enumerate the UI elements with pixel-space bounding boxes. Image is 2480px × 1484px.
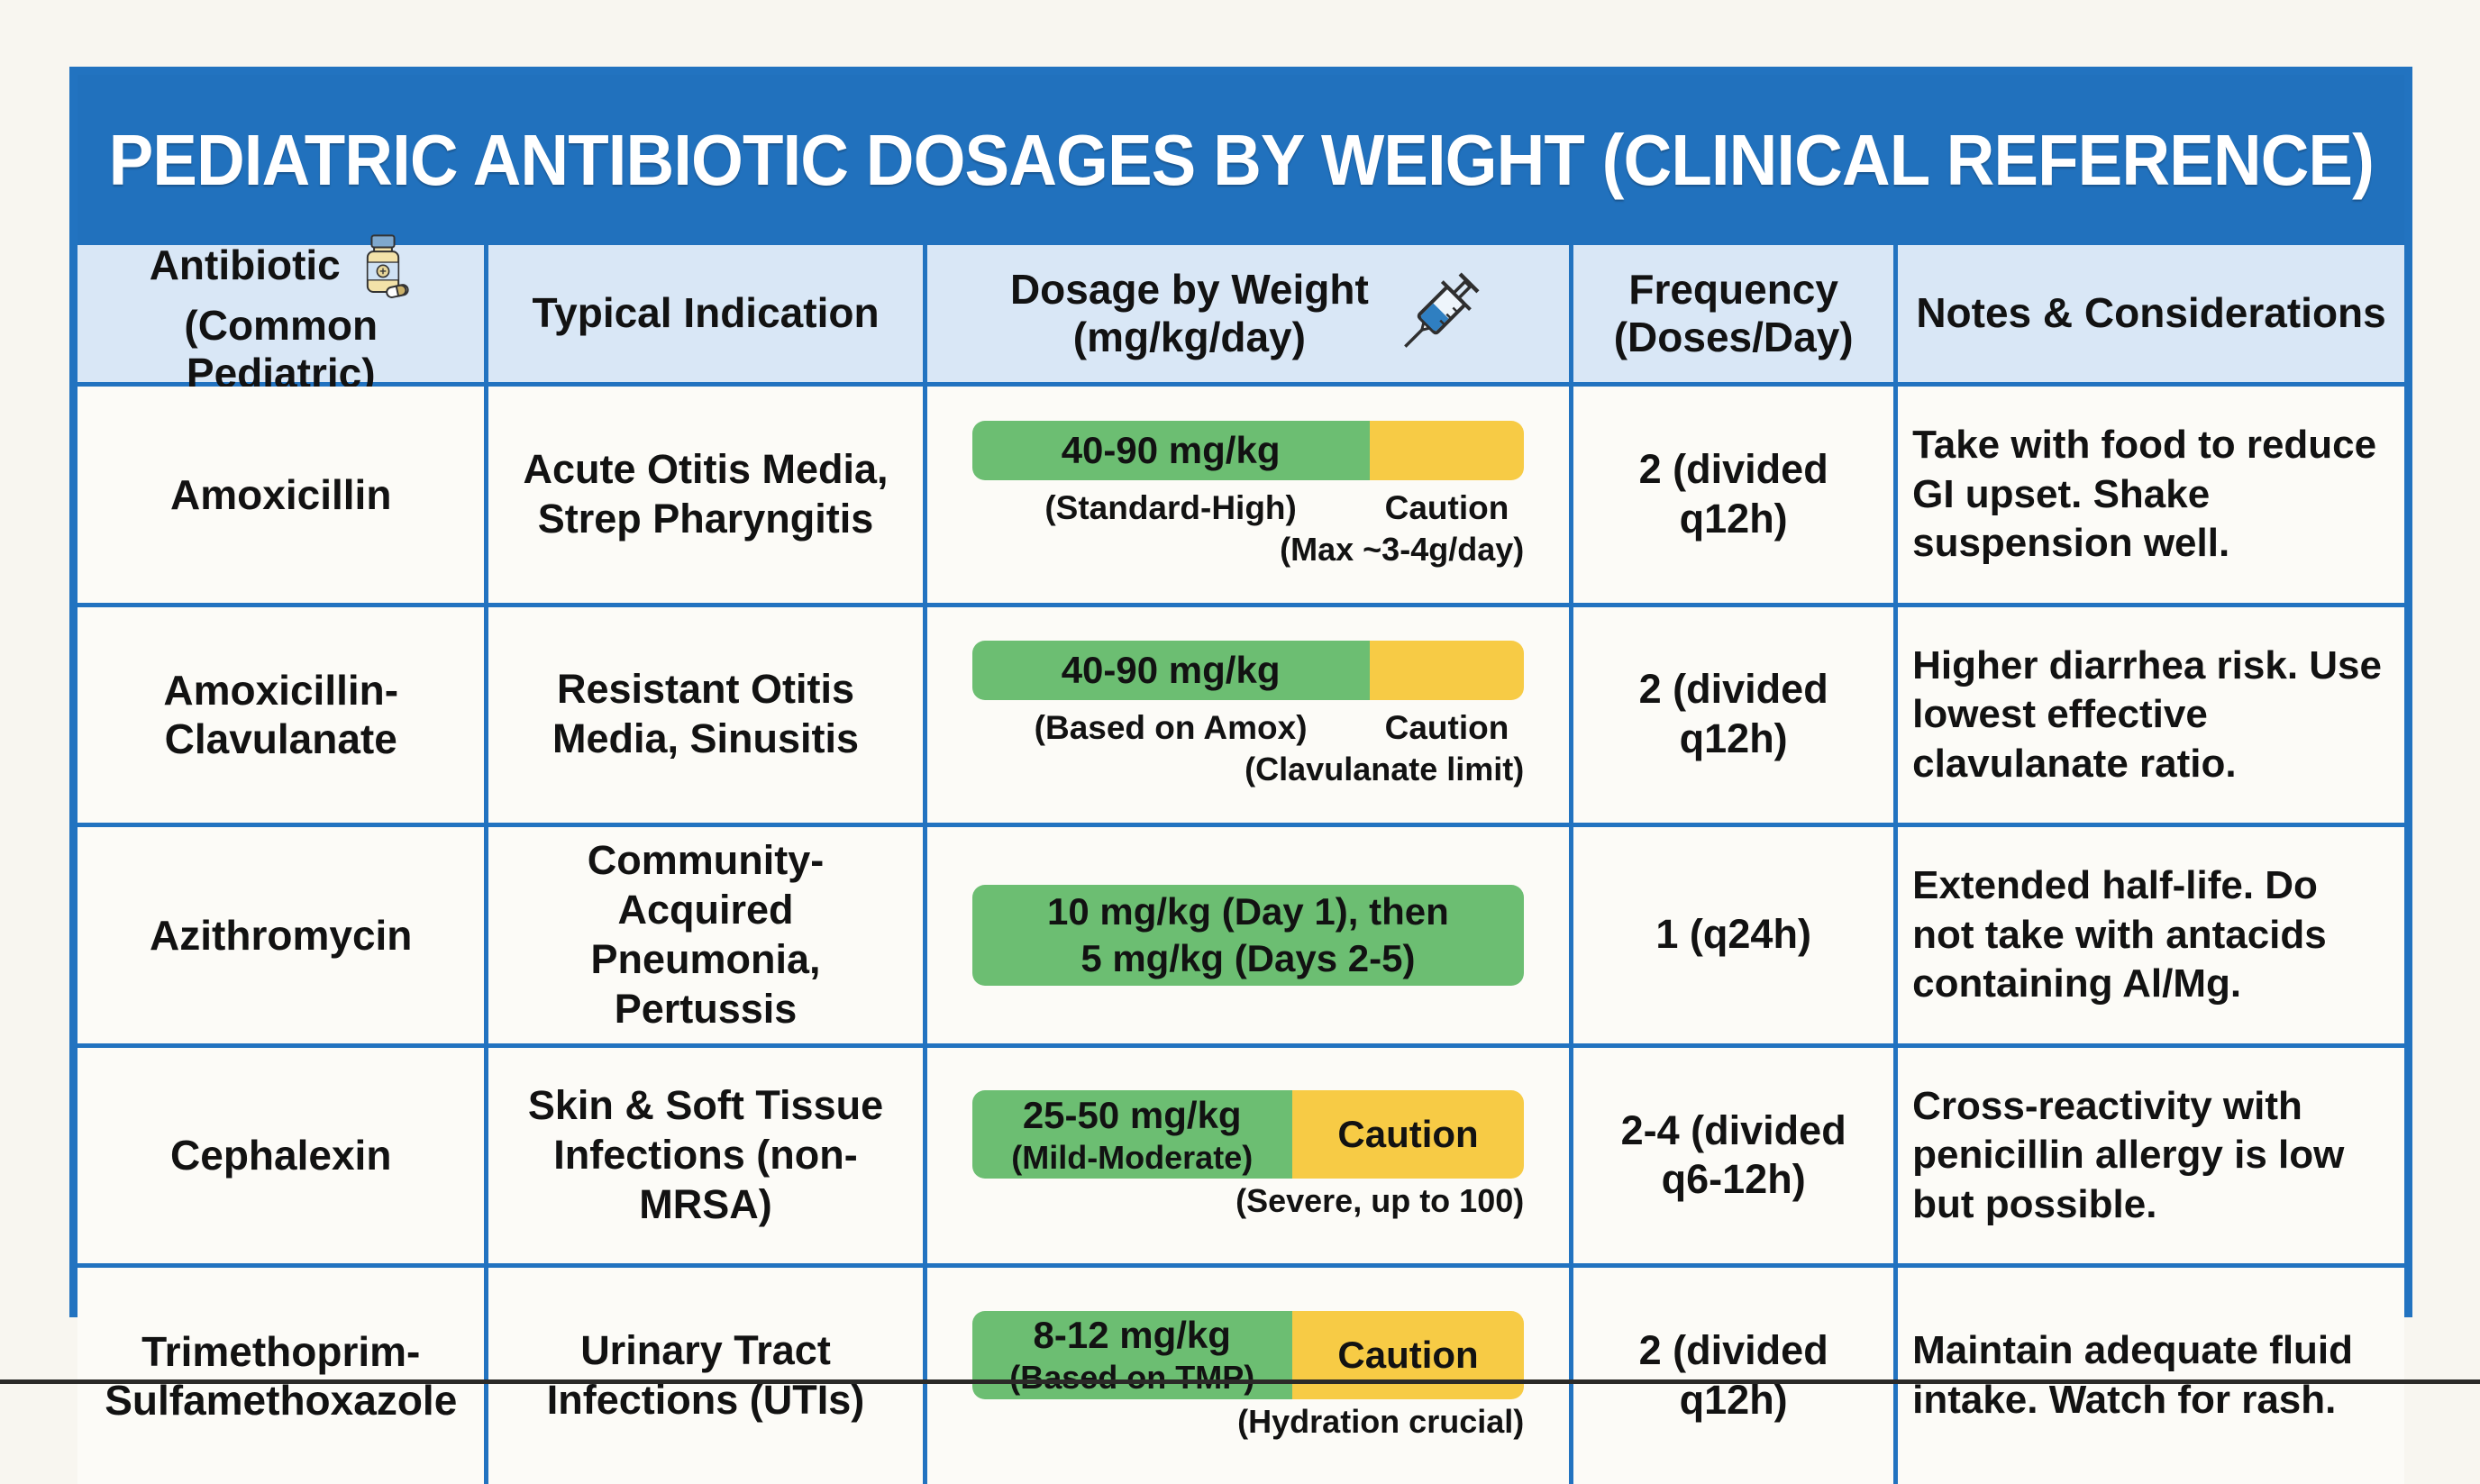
notes-text: Cross-reactivity with penicillin allergy… xyxy=(1912,1083,2345,1226)
antibiotic-name: Cephalexin xyxy=(170,1132,392,1179)
caution-label: Caution xyxy=(1384,488,1509,526)
notes-cell: Extended half-life. Do not take with ant… xyxy=(1898,827,2404,1043)
frequency-text: 2 (divided q12h) xyxy=(1638,666,1828,762)
column-header-label: Dosage by Weight xyxy=(1009,265,1369,313)
caution-label: Caution xyxy=(1384,709,1509,747)
caution-segment: Caution xyxy=(1291,1090,1525,1179)
caution-segment xyxy=(1369,641,1525,701)
antibiotic-name-cell: Trimethoprim-Sulfamethoxazole xyxy=(78,1268,485,1484)
dosage-cell: 40-90 mg/kg (Based on Amox) Caution (Cla… xyxy=(926,606,1570,824)
dosage-caption: (Based on Amox) xyxy=(1034,709,1308,747)
dosage-range: 40-90 mg/kg xyxy=(1061,428,1281,471)
notes-text: Take with food to reduce GI upset. Shake… xyxy=(1912,422,2377,566)
column-header-label: Frequency xyxy=(1628,265,1838,313)
frequency-text: 1 (q24h) xyxy=(1655,911,1811,958)
caution-detail: (Hydration crucial) xyxy=(1237,1403,1525,1441)
indication-cell: Resistant Otitis Media, Sinusitis xyxy=(488,606,923,824)
antibiotic-name: Trimethoprim-Sulfamethoxazole xyxy=(105,1327,458,1425)
indication-cell: Community-Acquired Pneumonia, Pertussis xyxy=(488,827,923,1043)
dosage-bar: 40-90 mg/kg xyxy=(971,420,1525,480)
syringe-icon xyxy=(1403,272,1480,348)
dosage-bar: 8-12 mg/kg (Based on TMP) Caution xyxy=(971,1311,1525,1400)
column-header-sublabel: (mg/kg/day) xyxy=(1072,314,1306,360)
indication-cell: Acute Otitis Media, Strep Pharyngitis xyxy=(488,387,923,603)
page-title: PEDIATRIC ANTIBIOTIC DOSAGES BY WEIGHT (… xyxy=(108,119,2374,200)
dosage-cell: 40-90 mg/kg (Standard-High) Caution (Max… xyxy=(926,387,1570,603)
column-header-sublabel: (Common Pediatric) xyxy=(184,301,378,396)
indication-text: Skin & Soft Tissue Infections (non-MRSA) xyxy=(527,1082,884,1227)
dosage-sublabel: (Based on TMP) xyxy=(1009,1359,1255,1397)
antibiotic-name-cell: Amoxicillin xyxy=(78,387,485,603)
indication-cell: Skin & Soft Tissue Infections (non-MRSA) xyxy=(488,1047,923,1264)
page: { "colors": { "banner_blue": "#2171bd", … xyxy=(0,67,2480,1484)
caution-segment xyxy=(1369,420,1525,480)
antibiotic-name: Amoxicillin xyxy=(170,470,392,518)
notes-cell: Higher diarrhea risk. Use lowest effecti… xyxy=(1898,606,2404,824)
title-banner: PEDIATRIC ANTIBIOTIC DOSAGES BY WEIGHT (… xyxy=(78,75,2404,245)
column-header-dosage: Dosage by Weight (mg/kg/day) xyxy=(926,245,1570,382)
frequency-cell: 2 (divided q12h) xyxy=(1573,606,1894,824)
antibiotic-name-cell: Cephalexin xyxy=(78,1047,485,1264)
caution-detail: (Severe, up to 100) xyxy=(1235,1182,1525,1220)
dosage-range: 8-12 mg/kg xyxy=(1033,1314,1231,1357)
notes-text: Maintain adequate fluid intake. Watch fo… xyxy=(1912,1328,2354,1423)
frequency-text: 2 (divided q12h) xyxy=(1638,445,1828,542)
notes-cell: Maintain adequate fluid intake. Watch fo… xyxy=(1898,1268,2404,1484)
indication-text: Urinary Tract Infections (UTIs) xyxy=(546,1327,865,1424)
column-header-antibiotic: Antibiotic (Common Pediatric) xyxy=(78,233,485,396)
dosage-bar: 10 mg/kg (Day 1), then 5 mg/kg (Days 2-5… xyxy=(971,884,1525,986)
antibiotic-name-cell: Azithromycin xyxy=(78,827,485,1043)
frequency-cell: 2 (divided q12h) xyxy=(1573,1268,1894,1484)
indication-text: Acute Otitis Media, Strep Pharyngitis xyxy=(523,445,889,542)
frequency-text: 2 (divided q12h) xyxy=(1638,1327,1828,1424)
column-header-frequency: Frequency (Doses/Day) xyxy=(1573,245,1894,382)
table-grid: Antibiotic (Common Pediatric) Typical xyxy=(78,233,2404,1484)
dosage-cell: 10 mg/kg (Day 1), then 5 mg/kg (Days 2-5… xyxy=(926,827,1570,1043)
column-header-label: Typical Indication xyxy=(532,289,880,337)
notes-text: Extended half-life. Do not take with ant… xyxy=(1912,863,2327,1006)
antibiotic-name-cell: Amoxicillin-Clavulanate xyxy=(78,606,485,824)
caution-label: Caution xyxy=(1337,1113,1479,1156)
bottom-edge-strip xyxy=(0,1379,2480,1384)
dosage-range: 25-50 mg/kg xyxy=(1022,1093,1242,1136)
reference-table: PEDIATRIC ANTIBIOTIC DOSAGES BY WEIGHT (… xyxy=(69,67,2412,1484)
antibiotic-name: Azithromycin xyxy=(150,911,413,959)
dosage-cell: 8-12 mg/kg (Based on TMP) Caution (Hydra… xyxy=(926,1268,1570,1484)
frequency-text: 2-4 (divided q6-12h) xyxy=(1620,1106,1846,1203)
caution-label: Caution xyxy=(1337,1334,1479,1377)
caution-detail: (Clavulanate limit) xyxy=(1245,751,1525,788)
frequency-cell: 1 (q24h) xyxy=(1573,827,1894,1043)
column-header-sublabel: (Doses/Day) xyxy=(1613,314,1854,360)
indication-cell: Urinary Tract Infections (UTIs) xyxy=(488,1268,923,1484)
caution-segment: Caution xyxy=(1291,1311,1525,1400)
dosage-bar: 25-50 mg/kg (Mild-Moderate) Caution xyxy=(971,1090,1525,1179)
column-header-indication: Typical Indication xyxy=(488,245,923,382)
medicine-bottle-icon xyxy=(366,233,409,298)
dosage-bar: 40-90 mg/kg xyxy=(971,641,1525,701)
notes-text: Higher diarrhea risk. Use lowest effecti… xyxy=(1912,642,2382,786)
column-header-notes: Notes & Considerations xyxy=(1898,245,2404,382)
dosage-range-line2: 5 mg/kg (Days 2-5) xyxy=(1080,936,1416,979)
dosage-cell: 25-50 mg/kg (Mild-Moderate) Caution (Sev… xyxy=(926,1047,1570,1264)
indication-text: Resistant Otitis Media, Sinusitis xyxy=(552,666,860,762)
indication-text: Community-Acquired Pneumonia, Pertussis xyxy=(587,837,825,1032)
caution-detail: (Max ~3-4g/day) xyxy=(1280,530,1525,568)
dosage-range-line1: 10 mg/kg (Day 1), then xyxy=(1046,889,1449,933)
dosage-caption: (Standard-High) xyxy=(1044,488,1297,526)
notes-cell: Take with food to reduce GI upset. Shake… xyxy=(1898,387,2404,603)
dosage-sublabel: (Mild-Moderate) xyxy=(1011,1138,1254,1176)
frequency-cell: 2 (divided q12h) xyxy=(1573,387,1894,603)
dosage-range: 40-90 mg/kg xyxy=(1061,649,1281,692)
column-header-label: Notes & Considerations xyxy=(1916,289,2386,337)
notes-cell: Cross-reactivity with penicillin allergy… xyxy=(1898,1047,2404,1264)
frequency-cell: 2-4 (divided q6-12h) xyxy=(1573,1047,1894,1264)
column-header-label: Antibiotic xyxy=(149,241,341,288)
antibiotic-name: Amoxicillin-Clavulanate xyxy=(163,667,399,763)
